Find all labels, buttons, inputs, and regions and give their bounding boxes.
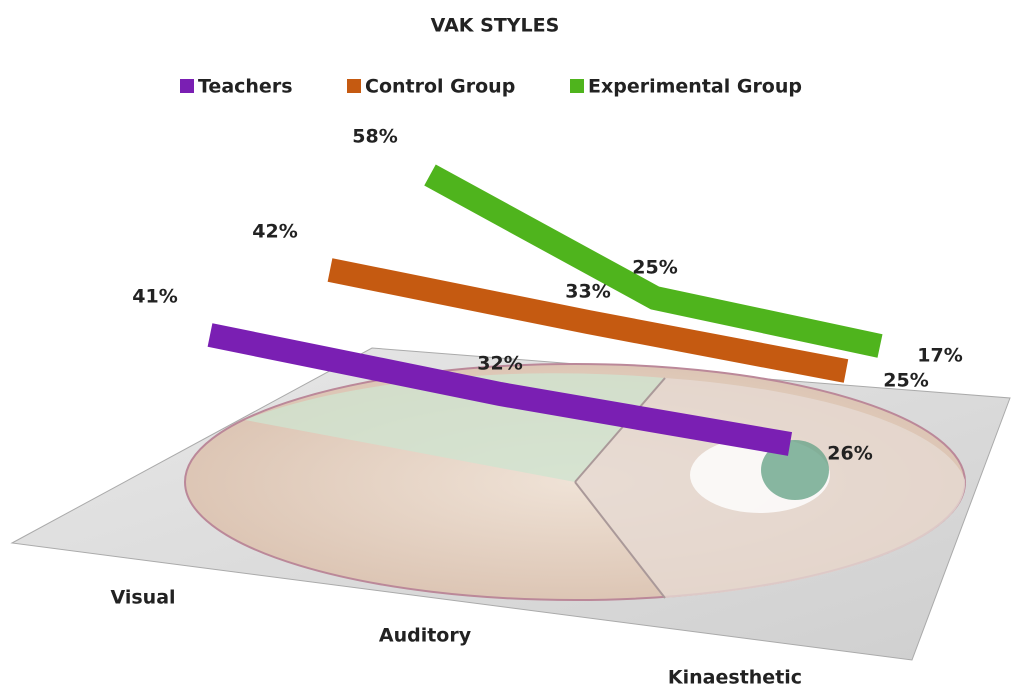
- chart: VAK STYLES Teachers Control Group Experime…: [0, 0, 1016, 692]
- legend-label: Teachers: [198, 76, 293, 98]
- legend-swatch: [347, 79, 361, 93]
- value-label: 42%: [252, 221, 297, 243]
- value-label: 25%: [632, 257, 677, 279]
- value-label: 25%: [883, 370, 928, 392]
- value-label: 33%: [565, 281, 610, 303]
- x-tick-label: Auditory: [379, 625, 472, 647]
- value-label: 58%: [352, 126, 397, 148]
- legend-swatch: [570, 79, 584, 93]
- value-label: 26%: [827, 443, 872, 465]
- x-tick-label: Visual: [110, 587, 175, 609]
- legend-label: Experimental Group: [588, 76, 802, 98]
- x-tick-label: Kinaesthetic: [668, 667, 802, 689]
- legend-swatch: [180, 79, 194, 93]
- value-label: 17%: [917, 345, 962, 367]
- legend-label: Control Group: [365, 76, 515, 98]
- chart-title: VAK STYLES: [431, 15, 560, 37]
- value-label: 41%: [132, 286, 177, 308]
- value-label: 32%: [477, 353, 522, 375]
